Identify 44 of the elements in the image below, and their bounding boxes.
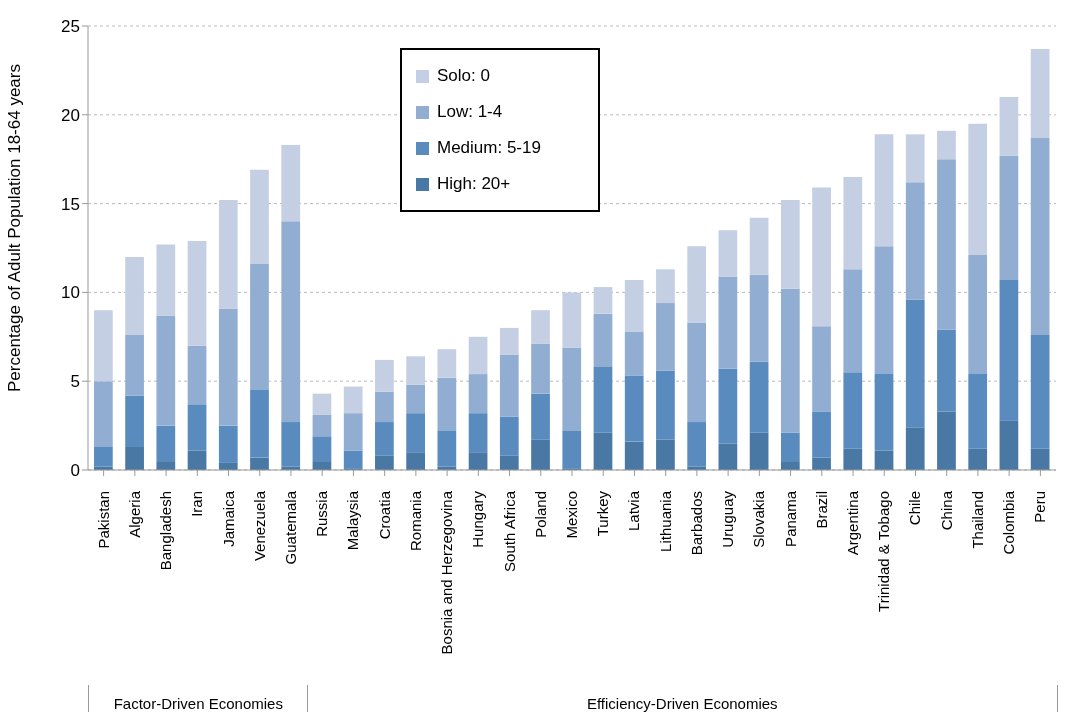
x-tick-label: Croatia [375,490,393,540]
x-tick-label: Malaysia [344,490,362,551]
x-tick-label: South Africa [500,490,518,572]
x-tick-label: Bangladesh [157,491,175,571]
x-tick-label: Trinidad & Tobago [875,491,893,612]
y-tick-label: 0 [70,461,80,481]
x-tick-label: Mexico [563,491,580,539]
y-tick-label: 15 [61,194,80,214]
y-tick-label: 5 [70,372,80,392]
x-tick-label: Jamaica [219,490,237,547]
x-tick-label: Latvia [625,490,643,532]
x-tick-label: Bosnia and Herzegovina [438,490,456,655]
x-tick-label: Venezuela [250,490,268,562]
x-tick-label: Pakistan [94,491,112,549]
x-tick-label: Brazil [812,491,830,529]
x-tick-label: Russia [313,490,331,537]
x-tick-label: Colombia [1000,490,1018,555]
x-tick-label: Poland [531,491,549,538]
x-tick-label: China [937,490,955,531]
x-tick-label: Turkey [594,490,612,537]
y-tick-label: 25 [61,17,80,37]
legend-label: High: 20+ [437,174,511,194]
legend-label: Low: 1-4 [437,102,503,122]
x-tick-label: Algeria [125,490,143,538]
y-tick-label: 20 [61,105,80,125]
x-tick-label: Peru [1031,491,1049,523]
y-axis-title: Percentage of Adult Population 18-64 years [5,64,25,392]
x-tick-label: Lithuania [656,490,674,552]
x-tick-label: Slovakia [750,490,768,548]
x-tick-label: Uruguay [719,490,737,548]
x-tick-label: Romania [406,490,424,552]
legend-label: Solo: 0 [437,66,490,86]
x-tick-label: Iran [188,491,206,517]
x-tick-label: Thailand [968,491,986,549]
legend-label: Medium: 5-19 [437,138,541,158]
x-tick-label: Guatemala [281,490,299,565]
y-tick-label: 10 [61,283,80,303]
x-tick-label: Panama [781,490,799,547]
text: Efficiency-Driven Economies [306,685,1058,712]
x-tick-label: Argentina [844,490,862,556]
x-tick-label: Barbados [687,491,705,556]
x-tick-label: Chile [906,491,924,526]
text: Factor-Driven Economies [88,685,308,712]
x-tick-label: Hungary [469,490,487,548]
